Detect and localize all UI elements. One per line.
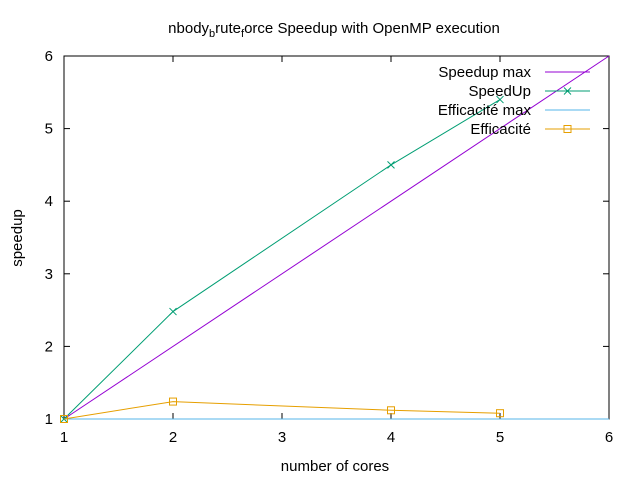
x-tick-label: 4 xyxy=(387,429,395,446)
y-tick-label: 6 xyxy=(45,48,53,65)
title-part: f xyxy=(241,28,245,40)
x-tick-label: 5 xyxy=(496,429,504,446)
legend: Speedup max SpeedUp Efficacité max Efficaci… xyxy=(438,64,590,138)
legend-label: SpeedUp xyxy=(468,83,531,100)
legend-label: Efficacité max xyxy=(438,102,532,119)
series-line xyxy=(63,401,501,420)
title-part: orce Speedup with OpenMP execution xyxy=(244,20,500,37)
x-marker-stroke xyxy=(169,307,177,316)
square-marker xyxy=(496,409,504,418)
series xyxy=(60,55,610,423)
square-marker xyxy=(563,125,572,133)
x-marker xyxy=(563,87,572,95)
title-part: b xyxy=(209,28,215,40)
y-tick-label: 4 xyxy=(45,193,53,210)
title-part: nbody xyxy=(168,20,209,37)
y-axis-title: speedup xyxy=(9,209,26,267)
series-3 xyxy=(60,397,504,423)
legend-entry: Speedup max xyxy=(438,64,590,81)
series-line xyxy=(63,99,501,420)
x-marker xyxy=(496,95,504,104)
legend-label: Speedup max xyxy=(438,64,531,81)
legend-entry: Efficacité max xyxy=(438,102,590,119)
y-tick-label: 2 xyxy=(45,338,53,355)
x-marker xyxy=(387,161,395,169)
y-tick-label: 1 xyxy=(45,411,53,428)
ticks: 1 2 3 4 5 6 1 2 3 4 5 6 xyxy=(45,48,614,446)
y-tick-label: 3 xyxy=(45,266,53,283)
title-part: rute xyxy=(215,20,241,37)
x-marker-stroke xyxy=(387,161,395,169)
x-tick-label: 3 xyxy=(278,429,286,446)
series-0 xyxy=(63,55,610,420)
legend-entry: SpeedUp xyxy=(468,83,590,100)
x-marker-stroke xyxy=(496,95,504,104)
y-tick-label: 5 xyxy=(45,121,53,138)
legend-label: Efficacité xyxy=(470,121,531,138)
x-axis-title: number of cores xyxy=(281,458,389,475)
square-marker xyxy=(169,397,177,406)
series-line xyxy=(63,55,610,420)
legend-entry: Efficacité xyxy=(470,121,590,138)
square-marker xyxy=(387,406,395,415)
chart-title: nbodybruteforce Speedup with OpenMP exec… xyxy=(168,20,500,40)
x-tick-label: 2 xyxy=(169,429,177,446)
series-1 xyxy=(60,95,504,423)
x-tick-label: 1 xyxy=(60,429,68,446)
x-marker-stroke xyxy=(563,87,572,95)
square-marker xyxy=(60,415,68,423)
x-marker xyxy=(169,307,177,316)
x-tick-label: 6 xyxy=(605,429,613,446)
